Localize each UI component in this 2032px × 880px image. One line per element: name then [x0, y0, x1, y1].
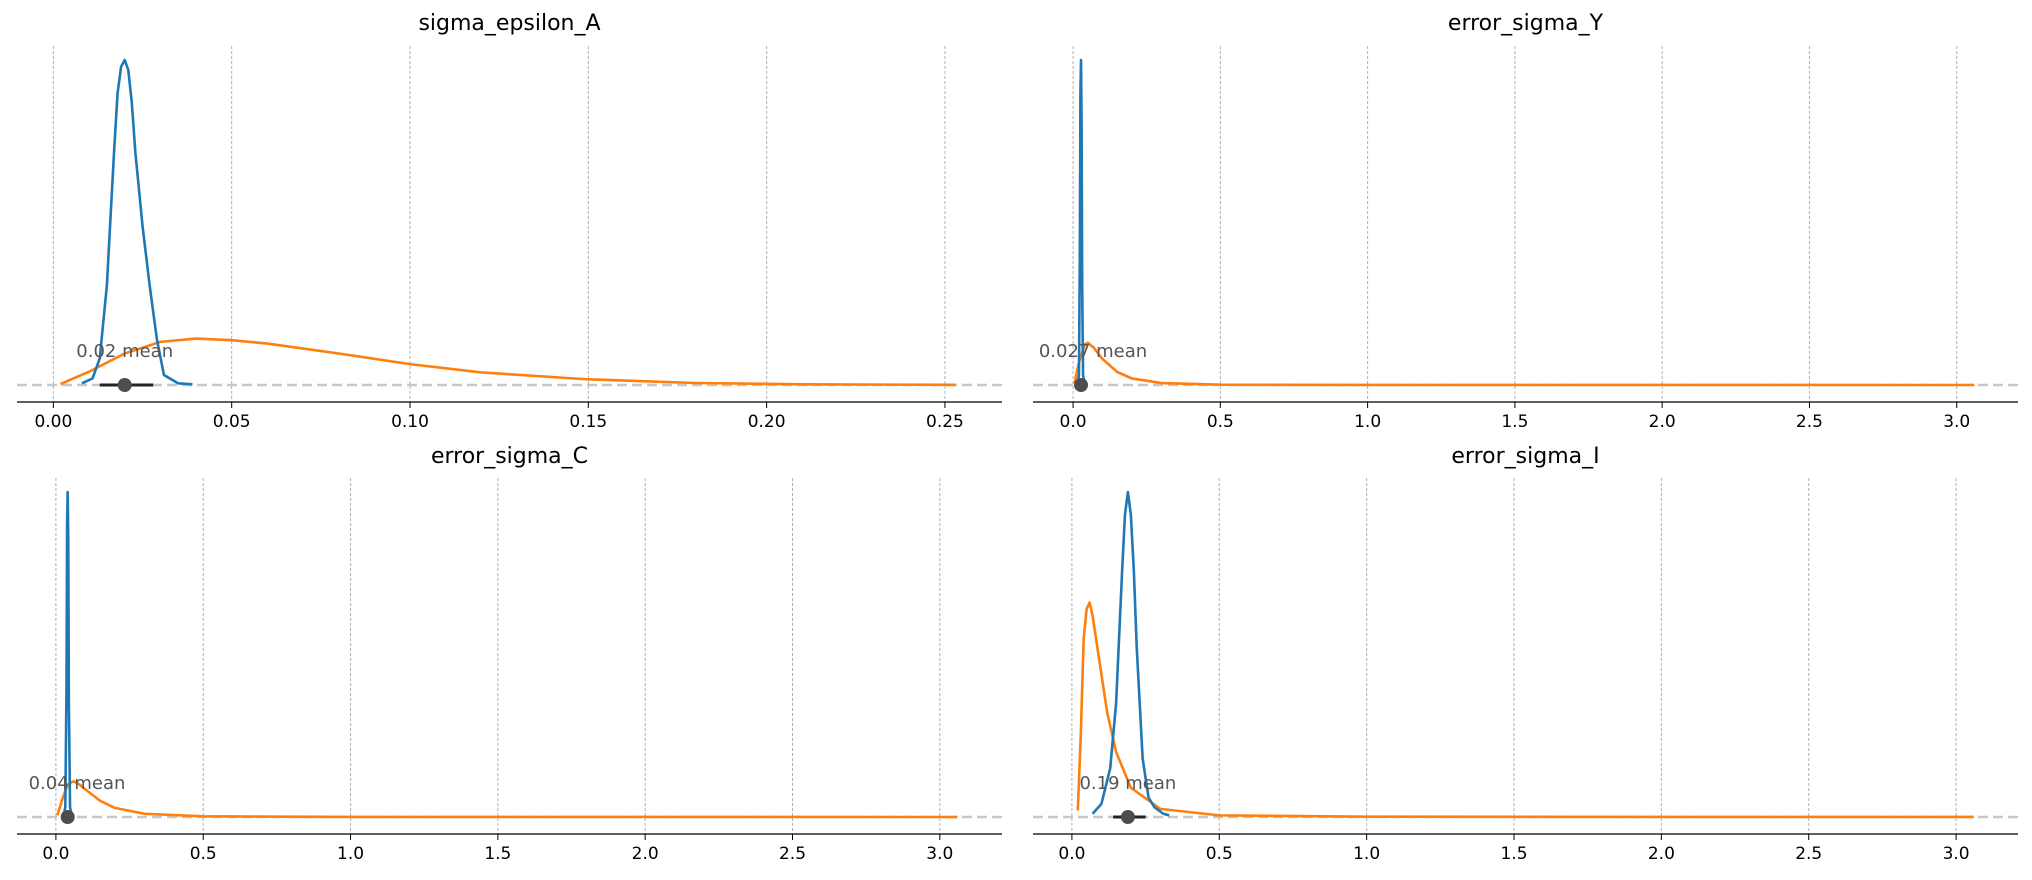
x-tick-label: 0.5 [190, 844, 217, 864]
x-tick-label: 3.0 [1943, 844, 1970, 864]
mean-point [117, 378, 132, 392]
density-line [56, 779, 958, 819]
mean-point [60, 810, 75, 824]
x-tick-label: 1.0 [1353, 844, 1380, 864]
x-tick-label: 0.20 [748, 412, 786, 432]
mean-label: 0.04 mean [29, 773, 126, 794]
density-line [1091, 490, 1170, 817]
panel-title: error_sigma_C [431, 444, 588, 469]
panel-title: error_sigma_I [1451, 444, 1599, 469]
mean-label: 0.027 mean [1039, 341, 1147, 362]
x-tick-label: 0.25 [926, 412, 964, 432]
x-tick-label: 1.5 [1500, 844, 1527, 864]
x-tick-label: 1.0 [1354, 412, 1381, 432]
x-tick-label: 0.00 [34, 412, 72, 432]
x-tick-label: 3.0 [926, 844, 953, 864]
density-line [59, 337, 956, 387]
panel-title: error_sigma_Y [1448, 11, 1604, 36]
x-tick-label: 2.5 [1796, 412, 1823, 432]
x-tick-label: 0.5 [1206, 844, 1233, 864]
x-tick-label: 1.0 [337, 844, 364, 864]
x-tick-label: 2.0 [632, 844, 659, 864]
density-line [1076, 601, 1974, 819]
x-tick-label: 2.0 [1648, 844, 1675, 864]
x-tick-label: 0.0 [1060, 412, 1087, 432]
x-tick-label: 2.5 [1795, 844, 1822, 864]
mean-point [1074, 378, 1089, 392]
mean-label: 0.19 mean [1079, 773, 1176, 794]
density-line [1076, 58, 1087, 386]
mean-label: 0.02 mean [76, 341, 173, 362]
x-tick-label: 3.0 [1943, 412, 1970, 432]
x-tick-label: 1.5 [484, 844, 511, 864]
density-line [61, 490, 74, 818]
density-line [81, 58, 193, 386]
density-line [1073, 341, 1975, 387]
x-tick-label: 0.0 [1058, 844, 1085, 864]
mean-point [1120, 810, 1135, 824]
x-tick-label: 1.5 [1501, 412, 1528, 432]
x-tick-label: 0.0 [42, 844, 69, 864]
x-tick-label: 2.5 [779, 844, 806, 864]
panel-title: sigma_epsilon_A [418, 11, 600, 36]
x-tick-label: 0.15 [569, 412, 607, 432]
x-tick-label: 2.0 [1649, 412, 1676, 432]
x-tick-label: 0.5 [1207, 412, 1234, 432]
x-tick-label: 0.10 [391, 412, 429, 432]
x-tick-label: 0.05 [213, 412, 251, 432]
